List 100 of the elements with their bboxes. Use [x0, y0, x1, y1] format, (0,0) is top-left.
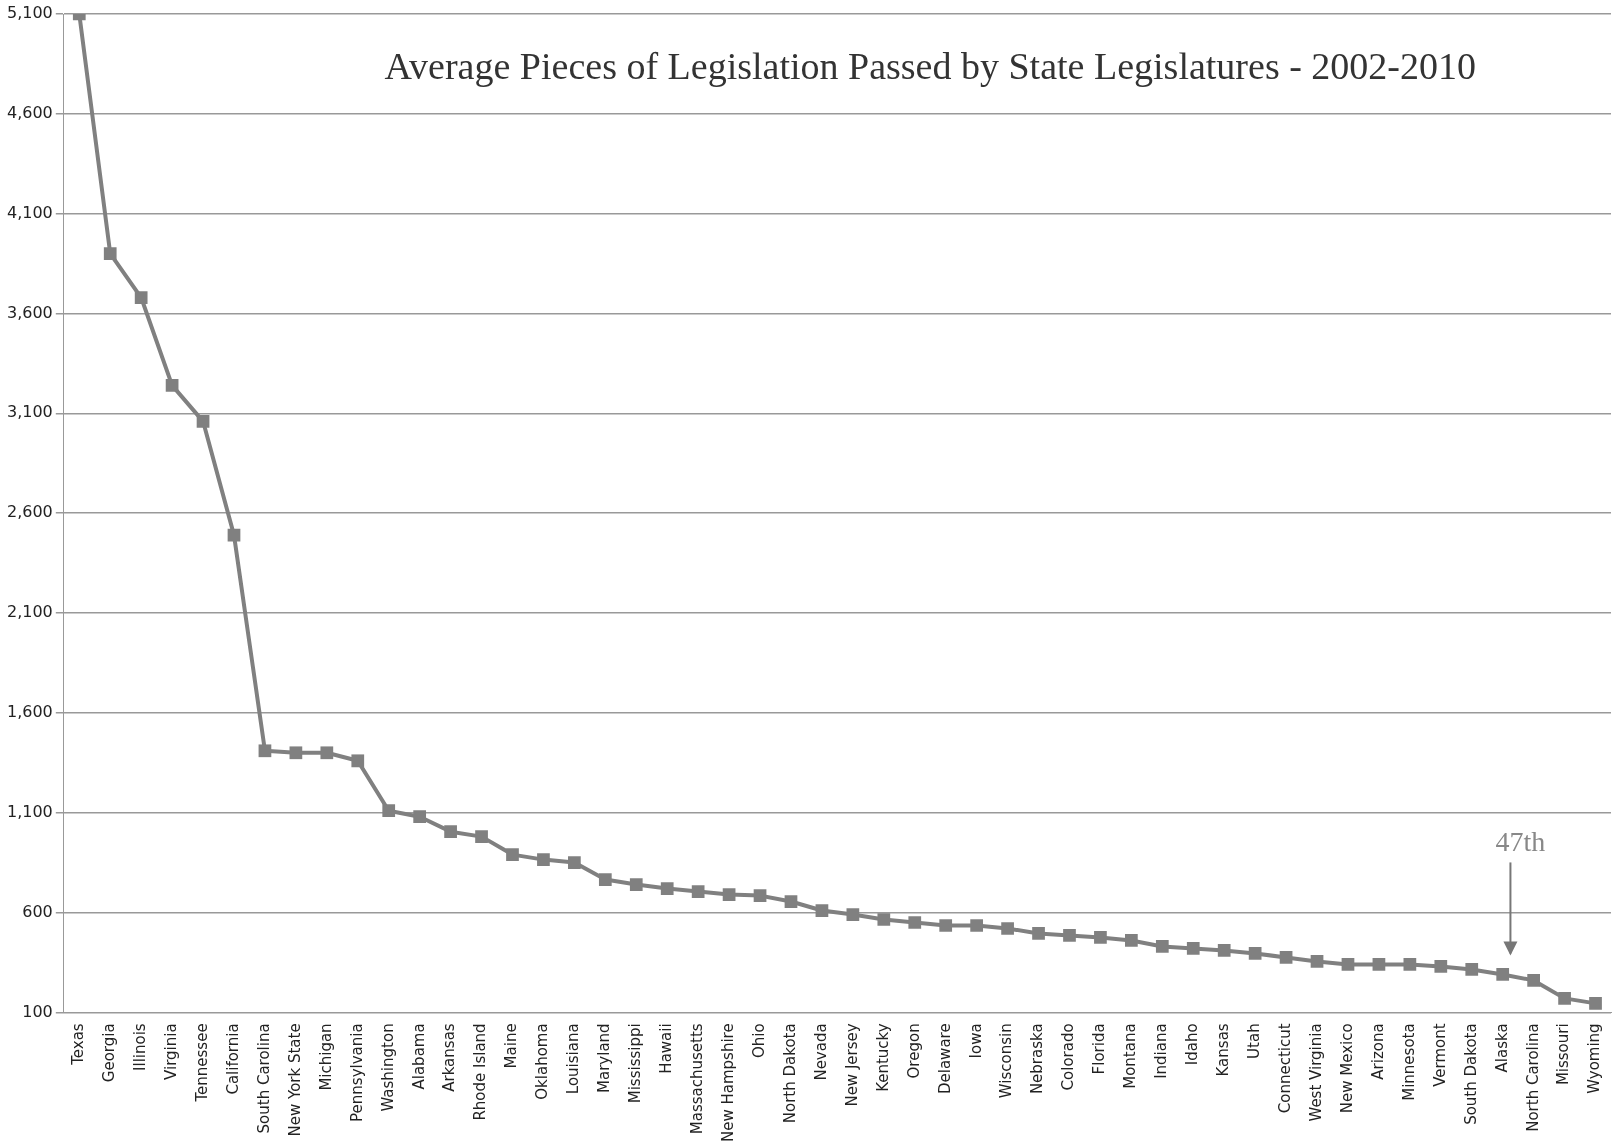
x-tick-label: New Jersey — [842, 1023, 861, 1107]
x-tick-label: Texas — [69, 1023, 88, 1066]
point — [691, 885, 705, 898]
x-tick-label: South Carolina — [254, 1023, 273, 1134]
point — [939, 919, 953, 932]
x-tick-label: Nebraska — [1028, 1023, 1047, 1095]
point — [722, 888, 736, 901]
point — [1496, 968, 1510, 981]
x-tick-label: Tennessee — [192, 1023, 211, 1103]
x-tick-label: Oklahoma — [533, 1023, 552, 1100]
point — [970, 919, 984, 932]
y-tick-label: 1,100 — [6, 801, 53, 821]
x-tick-label: Washington — [378, 1023, 397, 1112]
point — [629, 878, 643, 891]
point — [784, 895, 798, 908]
point — [382, 804, 396, 818]
x-tick-label: Arizona — [1368, 1023, 1387, 1080]
point — [598, 873, 612, 886]
y-tick-label: 2,100 — [6, 602, 53, 622]
point — [568, 856, 581, 869]
point — [1465, 963, 1479, 976]
point — [1063, 929, 1076, 942]
x-tick-label: Vermont — [1430, 1023, 1449, 1087]
point — [1310, 955, 1324, 968]
point — [103, 247, 117, 260]
x-tick-label: New Mexico — [1337, 1023, 1356, 1114]
x-tick-label: Delaware — [935, 1023, 954, 1095]
point — [1125, 934, 1138, 947]
point — [227, 528, 241, 542]
point — [815, 904, 829, 917]
point — [660, 882, 674, 895]
point — [196, 414, 210, 428]
point — [1589, 997, 1602, 1010]
x-tick-label: Florida — [1090, 1023, 1109, 1075]
x-tick-label: Maine — [502, 1023, 521, 1069]
x-tick-label: Missouri — [1554, 1023, 1573, 1086]
point — [1001, 922, 1014, 935]
x-tick-label: Oregon — [904, 1023, 923, 1079]
point — [1403, 958, 1417, 971]
x-tick-label: Ohio — [749, 1023, 768, 1059]
x-tick-label: Georgia — [100, 1023, 119, 1083]
y-tick-label: 3,100 — [6, 402, 53, 422]
point — [1032, 927, 1045, 940]
x-tick-label: Connecticut — [1275, 1023, 1294, 1114]
point — [351, 754, 365, 768]
point — [908, 916, 922, 929]
point — [258, 744, 272, 758]
x-tick-label: Virginia — [162, 1023, 180, 1080]
point — [1186, 942, 1200, 955]
point — [1155, 940, 1169, 953]
x-tick-label: Massachusetts — [688, 1023, 707, 1135]
text: Average Pieces of Legislation Passed by State Legislatures - 2002-2010 — [384, 44, 1476, 87]
x-tick-label: Idaho — [1183, 1023, 1202, 1066]
point — [1558, 992, 1571, 1005]
x-tick-label: Pennsylvania — [347, 1023, 366, 1122]
point — [165, 379, 179, 392]
y-tick-label: 5,100 — [6, 3, 53, 23]
point — [1094, 931, 1107, 944]
point — [1248, 947, 1262, 960]
x-tick-label: New York State — [285, 1023, 304, 1137]
x-tick-label: Arkansas — [440, 1023, 459, 1092]
x-tick-label: Montana — [1121, 1023, 1140, 1089]
x-tick-label: Mississippi — [626, 1023, 645, 1104]
y-tick-label: 2,600 — [6, 502, 53, 522]
x-tick-label: Kansas — [1214, 1023, 1233, 1077]
x-tick-label: Utah — [1245, 1023, 1264, 1059]
y-tick-label: 600 — [22, 901, 53, 921]
x-tick-label: Wisconsin — [997, 1023, 1016, 1099]
x-tick-label: New Hampshire — [718, 1023, 737, 1143]
x-tick-label: Michigan — [316, 1023, 335, 1091]
point — [1217, 944, 1231, 957]
point — [1341, 958, 1355, 971]
point — [1434, 960, 1448, 973]
y-tick-label: 4,100 — [6, 202, 53, 222]
point — [753, 889, 767, 902]
x-tick-label: Iowa — [966, 1023, 985, 1059]
y-tick-label: 1,600 — [6, 702, 53, 721]
point — [475, 830, 488, 844]
x-tick-label: Maryland — [595, 1023, 614, 1093]
x-tick-label: Nevada — [811, 1023, 830, 1081]
y-tick-label: 100 — [22, 1001, 53, 1021]
x-tick-label: Wyoming — [1585, 1023, 1604, 1094]
point — [846, 908, 860, 921]
y-tick-label: 4,600 — [6, 102, 53, 122]
x-tick-label: Alaska — [1492, 1023, 1511, 1073]
x-tick-label: West Virginia — [1306, 1023, 1325, 1122]
x-tick-label: Hawaii — [657, 1023, 676, 1074]
point — [1372, 958, 1386, 971]
point — [537, 853, 550, 866]
x-tick-label: North Dakota — [780, 1023, 799, 1124]
x-tick-label: South Dakota — [1461, 1023, 1480, 1125]
x-tick-label: Kentucky — [873, 1023, 892, 1092]
x-tick-label: Louisiana — [564, 1023, 583, 1095]
point — [877, 913, 891, 926]
point — [413, 810, 427, 824]
y-tick-label: 3,600 — [6, 302, 53, 322]
x-tick-label: North Carolina — [1523, 1023, 1542, 1132]
x-tick-label: Illinois — [131, 1023, 150, 1071]
point — [1279, 951, 1293, 964]
point — [506, 848, 519, 861]
